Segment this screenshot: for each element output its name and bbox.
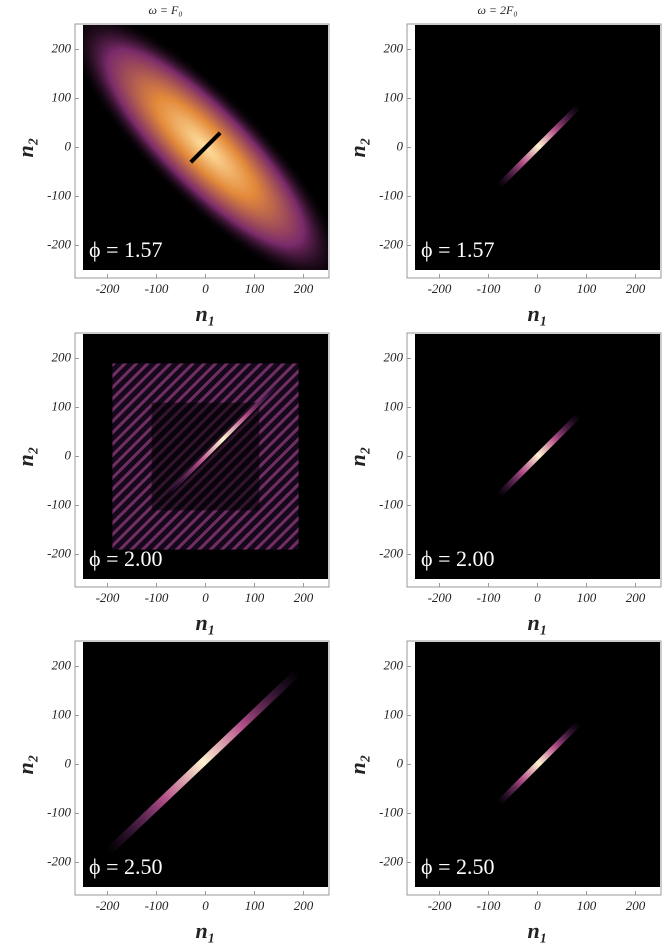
y-tick-label: -200 <box>47 236 71 251</box>
panel: -200 -100 0 100 200 -200 -100 0 100 200 n₁ n₂ ϕ = 1.… <box>13 0 379 326</box>
x-axis-label: n₁ <box>196 918 216 943</box>
x-tick-label: 0 <box>202 590 209 605</box>
x-tick-label: -200 <box>428 898 452 913</box>
y-axis-label: n₂ <box>345 755 370 775</box>
x-tick-label: -100 <box>477 590 501 605</box>
y-tick-label: 100 <box>52 706 72 721</box>
panel: -200 -100 0 100 200 -200 -100 0 100 200 n₁ n₂ ϕ = 2.… <box>13 333 329 635</box>
y-tick-label: -100 <box>47 187 71 202</box>
y-axis-label: n₂ <box>13 447 38 467</box>
y-tick-label: 100 <box>384 398 404 413</box>
panel: -200 -100 0 100 200 -200 -100 0 100 200 n₁ n₂ ϕ = 1.… <box>345 3 661 326</box>
y-tick-label: -200 <box>379 853 403 868</box>
x-tick-label: 0 <box>202 281 209 296</box>
y-tick-label: 100 <box>52 89 72 104</box>
x-tick-label: -100 <box>145 590 169 605</box>
density <box>112 363 298 549</box>
x-tick-label: 200 <box>626 590 646 605</box>
y-tick-label: 0 <box>397 138 404 153</box>
y-tick-label: 200 <box>52 40 72 55</box>
annotation: ϕ = 2.00 <box>89 546 163 571</box>
x-tick-label: 200 <box>294 590 314 605</box>
x-tick-label: -200 <box>428 590 452 605</box>
y-tick-label: -100 <box>47 804 71 819</box>
y-tick-label: 0 <box>65 447 72 462</box>
x-tick-label: -200 <box>96 898 120 913</box>
x-tick-label: 200 <box>294 281 314 296</box>
y-tick-label: -200 <box>379 545 403 560</box>
x-tick-label: -200 <box>428 281 452 296</box>
x-tick-label: 200 <box>294 898 314 913</box>
annotation: ϕ = 1.57 <box>421 237 495 262</box>
x-tick-label: 0 <box>202 898 209 913</box>
x-tick-label: -100 <box>477 898 501 913</box>
y-tick-label: -100 <box>47 496 71 511</box>
x-tick-label: 0 <box>534 898 541 913</box>
x-axis-label: n₁ <box>196 610 216 635</box>
y-tick-label: -100 <box>379 187 403 202</box>
x-tick-label: 0 <box>534 590 541 605</box>
annotation: ϕ = 2.50 <box>89 854 163 879</box>
y-tick-label: 0 <box>65 138 72 153</box>
x-tick-label: 100 <box>245 590 265 605</box>
y-tick-label: -200 <box>379 236 403 251</box>
y-tick-label: 100 <box>52 398 72 413</box>
y-tick-label: 0 <box>65 755 72 770</box>
y-tick-label: -200 <box>47 545 71 560</box>
annotation: ϕ = 2.00 <box>421 546 495 571</box>
y-axis-label: n₂ <box>345 138 370 158</box>
x-tick-label: -100 <box>145 898 169 913</box>
x-tick-label: 100 <box>245 898 265 913</box>
x-tick-label: 100 <box>577 590 597 605</box>
x-tick-label: -100 <box>145 281 169 296</box>
x-axis-label: n₁ <box>528 301 548 326</box>
x-tick-label: -200 <box>96 590 120 605</box>
y-tick-label: 200 <box>52 657 72 672</box>
x-axis-label: n₁ <box>528 918 548 943</box>
annotation: ϕ = 2.50 <box>421 854 495 879</box>
x-tick-label: 200 <box>626 898 646 913</box>
y-tick-label: 200 <box>384 657 404 672</box>
column-title: ω = 2F₀ <box>477 3 517 17</box>
figure: -200 -100 0 100 200 -200 -100 0 100 200 n₁ n₂ ϕ = 1.… <box>0 0 667 945</box>
y-tick-label: 200 <box>384 349 404 364</box>
y-tick-label: -100 <box>379 496 403 511</box>
x-tick-label: 100 <box>245 281 265 296</box>
x-tick-label: -100 <box>477 281 501 296</box>
y-tick-label: 0 <box>397 755 404 770</box>
y-axis-label: n₂ <box>13 755 38 775</box>
x-tick-label: 200 <box>626 281 646 296</box>
y-tick-label: 100 <box>384 89 404 104</box>
y-tick-label: 200 <box>384 40 404 55</box>
x-axis-label: n₁ <box>528 610 548 635</box>
column-title: ω = F₀ <box>148 3 182 17</box>
x-tick-label: 100 <box>577 281 597 296</box>
panel: -200 -100 0 100 200 -200 -100 0 100 200 n₁ n₂ ϕ = 2.… <box>345 333 661 635</box>
x-axis-label: n₁ <box>196 301 216 326</box>
annotation: ϕ = 1.57 <box>89 237 163 262</box>
x-tick-label: 0 <box>534 281 541 296</box>
x-tick-label: 100 <box>577 898 597 913</box>
y-tick-label: 0 <box>397 447 404 462</box>
y-axis-label: n₂ <box>13 138 38 158</box>
y-tick-label: 200 <box>52 349 72 364</box>
y-tick-label: 100 <box>384 706 404 721</box>
panel: -200 -100 0 100 200 -200 -100 0 100 200 n₁ n₂ ϕ = 2.… <box>345 641 661 943</box>
y-tick-label: -100 <box>379 804 403 819</box>
x-tick-label: -200 <box>96 281 120 296</box>
y-tick-label: -200 <box>47 853 71 868</box>
y-axis-label: n₂ <box>345 447 370 467</box>
panel: -200 -100 0 100 200 -200 -100 0 100 200 n₁ n₂ ϕ = 2.… <box>13 641 329 943</box>
